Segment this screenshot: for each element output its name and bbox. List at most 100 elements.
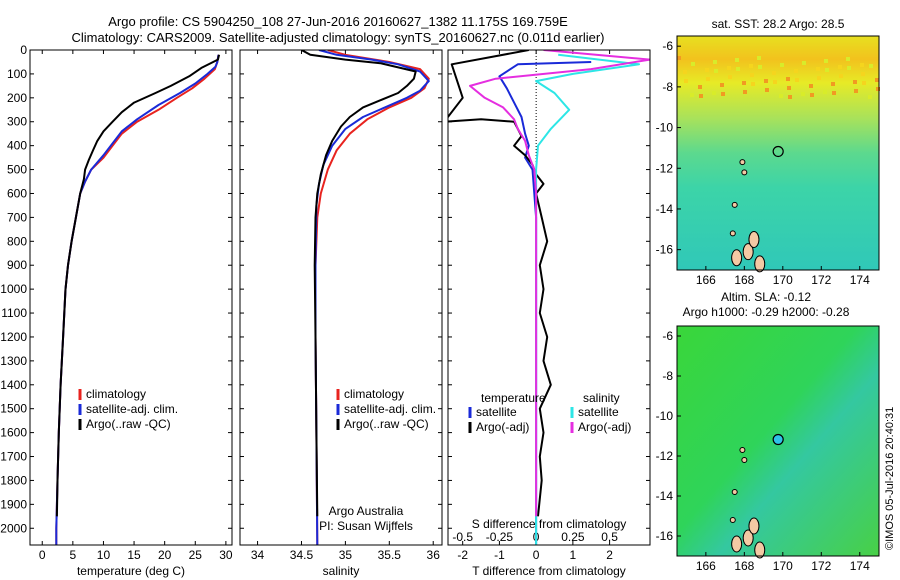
x-tick-label: 35.5 <box>378 548 402 562</box>
y-tick-label: 300 <box>7 115 27 129</box>
map-pixel <box>861 72 865 76</box>
y-tick-label: 1700 <box>0 450 27 464</box>
x-tick-label: 10 <box>97 548 111 562</box>
plot-frame <box>239 49 443 546</box>
map-pixel <box>772 71 776 75</box>
y-tick-label: 600 <box>7 186 27 200</box>
map-pixel <box>728 75 732 79</box>
series-group <box>448 50 650 545</box>
map-pixel <box>795 78 799 82</box>
series-line-temperature-argo-adj- <box>448 50 552 517</box>
map-title-line2: Argo h1000: -0.29 h2000: -0.28 <box>683 305 850 319</box>
y-tick-label: 1300 <box>0 354 27 368</box>
map-x-tick-label: 170 <box>773 559 793 573</box>
y-tick-label: 0 <box>20 43 27 57</box>
temperature-profile-panel: 0 5 10 15 20 25 300100200300400500600700800900… <box>0 43 233 578</box>
map-pixel <box>684 79 688 83</box>
legend-label: climatology <box>86 387 146 401</box>
y-tick-label: 1200 <box>0 330 27 344</box>
island-shape <box>748 517 760 535</box>
map-pixel <box>801 92 805 96</box>
map-pixel <box>705 68 709 72</box>
map-frame <box>676 35 880 271</box>
map-pixel <box>786 77 790 81</box>
map-y-tick-label: -16 <box>656 243 674 257</box>
map-y-tick-label: -14 <box>656 489 674 503</box>
map-pixel <box>721 92 725 96</box>
map-pixel <box>779 94 783 98</box>
map-y-tick-label: -16 <box>656 529 674 543</box>
legend-label: Argo(-adj) <box>476 420 529 434</box>
map-pixel <box>765 88 769 92</box>
map-pixel <box>839 74 843 78</box>
map-y-tick-label: -8 <box>662 80 673 94</box>
x-tick-label: 34 <box>251 548 265 562</box>
map-y-tick-label: -10 <box>656 409 674 423</box>
map-pixel <box>802 61 806 65</box>
island-shape <box>731 535 743 553</box>
legend-label: satellite <box>476 405 517 419</box>
argo-location-marker <box>772 145 784 158</box>
map-pixel <box>817 76 821 80</box>
map-y-tick-label: -6 <box>662 39 673 53</box>
map-y-tick-label: -10 <box>656 121 674 135</box>
map-pixel <box>876 87 880 91</box>
x-axis-label: salinity <box>323 564 360 578</box>
legend-label: satellite-adj. clim. <box>344 402 436 416</box>
x-tick-label: 2 <box>606 548 613 562</box>
plot-frame <box>29 49 233 546</box>
island-shape <box>742 243 754 261</box>
island-shape <box>739 159 746 166</box>
y-tick-label: 1900 <box>0 497 27 511</box>
map-y-tick-label: -8 <box>662 369 673 383</box>
map-x-tick-label: 172 <box>811 273 831 287</box>
island-shape <box>731 489 738 495</box>
x-tick-label: -2 <box>457 548 468 562</box>
map-y-tick-label: -12 <box>656 449 674 463</box>
series-line-satellite-adj-clim- <box>314 50 430 545</box>
map-x-tick-label: 166 <box>696 559 716 573</box>
island-shape <box>748 230 760 248</box>
map-pixel <box>751 82 755 86</box>
x-tick-label: 34.5 <box>290 548 314 562</box>
sla-map-panel: 166 168 170 172 174 -6 -8 -10 -12 -14 -16 Altim. SL… <box>656 290 880 573</box>
map-pixel <box>750 73 754 77</box>
x-tick-label: 35 <box>339 548 353 562</box>
map-pixel <box>824 59 828 63</box>
legend-label: satellite-adj. clim. <box>86 402 178 416</box>
argo-australia-label: Argo Australia <box>329 504 404 518</box>
sst-map-panel: 166 168 170 172 174 -6 -8 -10 -12 -14 -16 sat. SST:… <box>656 17 880 287</box>
map-pixel <box>838 65 842 69</box>
series-line-argo-raw-qc- <box>55 54 221 517</box>
y-tick-label: 1400 <box>0 378 27 392</box>
legend-header-salinity: salinity <box>583 391 620 405</box>
legend-label: satellite <box>578 405 619 419</box>
island-shape <box>741 169 748 176</box>
legend-label: Argo(..raw -QC) <box>86 417 171 431</box>
x-tick-label: 30 <box>219 548 233 562</box>
map-pixel <box>690 93 694 97</box>
x-tick-label: 15 <box>127 548 141 562</box>
map-pixel <box>875 78 879 82</box>
map-x-tick-label: 168 <box>734 559 754 573</box>
map-pixel <box>847 66 851 70</box>
map-pixel <box>853 80 857 84</box>
map-pixel <box>862 81 866 85</box>
series-line-climatology <box>314 50 430 545</box>
plot-frame <box>447 49 651 546</box>
series-line-argo-raw-qc- <box>301 50 417 517</box>
island-shape <box>739 447 746 453</box>
legend-header-temperature: temperature <box>481 391 546 405</box>
map-pixel <box>773 80 777 84</box>
island-shape <box>731 201 738 208</box>
map-pixel <box>780 63 784 67</box>
map-pixel <box>714 69 718 73</box>
map-pixel <box>794 69 798 73</box>
map-pixel <box>787 86 791 90</box>
y-tick-label: 1500 <box>0 402 27 416</box>
figure-title-line2: Climatology: CARS2009. Satellite-adjuste… <box>71 30 604 45</box>
map-title: sat. SST: 28.2 Argo: 28.5 <box>712 17 845 31</box>
y-tick-label: 800 <box>7 234 27 248</box>
map-pixel <box>743 90 747 94</box>
map-pixel <box>712 91 716 95</box>
